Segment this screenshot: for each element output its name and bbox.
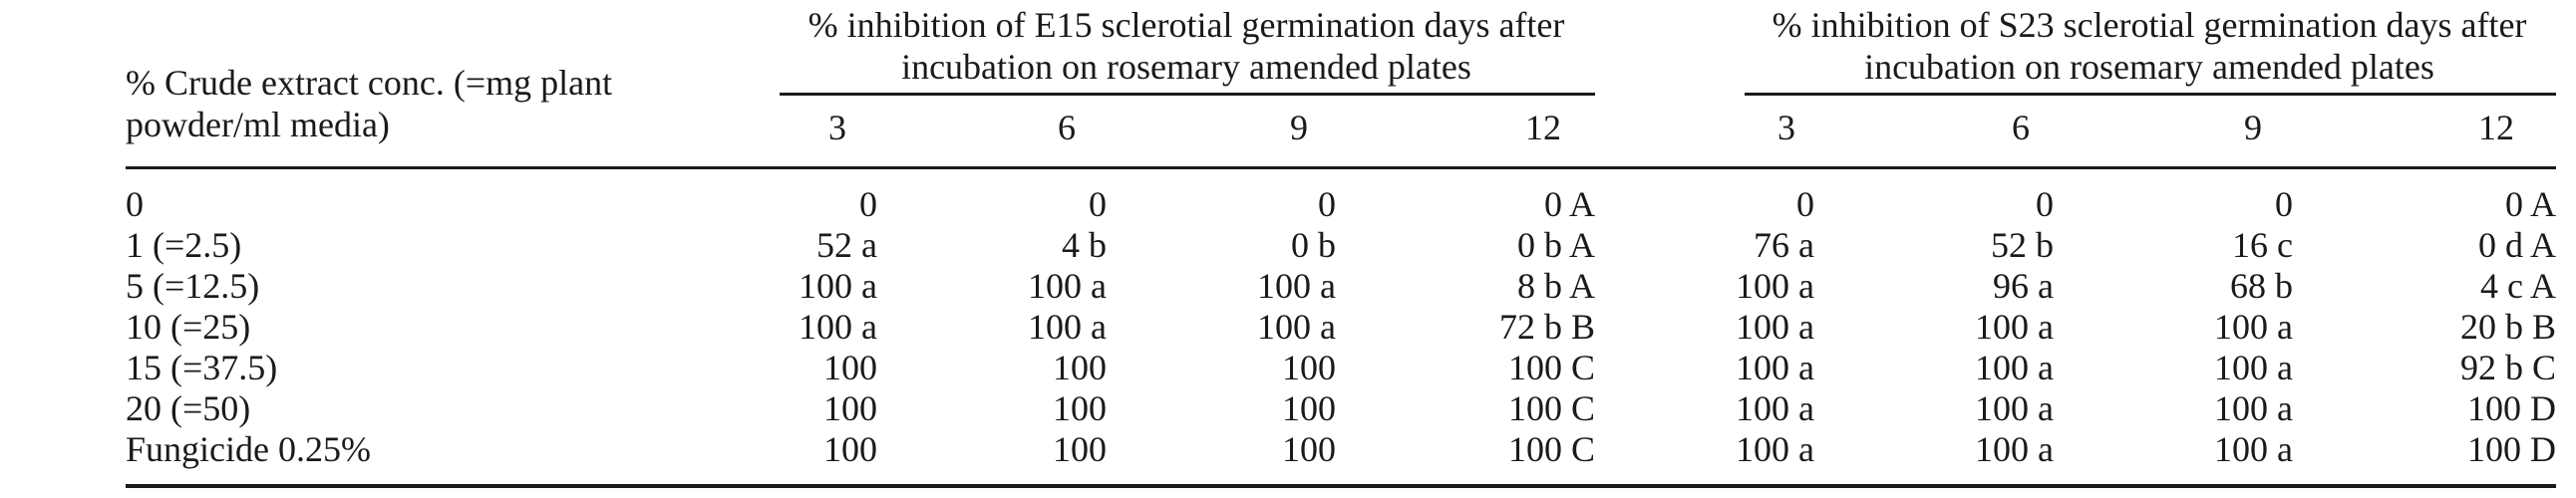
s23-day-header: 12 — [2478, 108, 2514, 147]
header-bottom-rule — [126, 166, 2556, 169]
table-cell: 92 b C — [2459, 348, 2556, 387]
table-cell: 100 a — [1736, 388, 1814, 428]
group-e15-title-line-1: % inhibition of E15 sclerotial germinati… — [807, 5, 1565, 45]
row-label: 10 (=25) — [126, 307, 251, 347]
e15-day-header: 6 — [1058, 108, 1076, 147]
group-e15-title-line-2: incubation on rosemary amended plates — [901, 47, 1471, 87]
table-cell: 68 b — [2230, 266, 2293, 306]
table-cell: 4 b — [1062, 225, 1107, 265]
table-cell: 96 a — [1993, 266, 2054, 306]
table-cell: 20 b B — [2459, 307, 2556, 347]
table-cell: 0 b — [1291, 225, 1336, 265]
table-cell: 100 a — [799, 266, 877, 306]
table-cell: 100 — [823, 388, 877, 428]
table-cell: 100 a — [2214, 429, 2293, 469]
table-cell: 8 b A — [1516, 266, 1595, 306]
table-cell: 100 — [1282, 388, 1336, 428]
table-cell: 72 b B — [1498, 307, 1595, 347]
table-cell: 100 a — [1736, 266, 1814, 306]
table-cell: 0 — [1796, 184, 1814, 224]
table-cell: 100 a — [1736, 348, 1814, 387]
group-s23-rule — [1745, 93, 2556, 96]
table-cell: 100 — [1282, 429, 1336, 469]
group-s23-title-line-2: incubation on rosemary amended plates — [1864, 47, 2434, 87]
table-cell: 100 a — [1975, 429, 2054, 469]
table-cell: 0 — [1089, 184, 1107, 224]
table-bottom-rule — [126, 484, 2556, 488]
table-cell: 100 — [1053, 388, 1107, 428]
row-label: Fungicide 0.25% — [126, 429, 371, 469]
table-cell: 0 — [2036, 184, 2054, 224]
table-cell: 0 — [1318, 184, 1336, 224]
table-cell: 100 — [823, 429, 877, 469]
table-cell: 100 C — [1507, 348, 1595, 387]
group-s23-title-line-1: % inhibition of S23 sclerotial germinati… — [1771, 5, 2527, 45]
table-cell: 100 a — [1975, 388, 2054, 428]
e15-day-header: 3 — [828, 108, 846, 147]
table-cell: 100 a — [1975, 307, 2054, 347]
table-cell: 100 a — [1257, 266, 1336, 306]
table-cell: 4 c A — [2480, 266, 2556, 306]
e15-day-header: 9 — [1290, 108, 1308, 147]
table-cell: 100 a — [1028, 307, 1107, 347]
row-label: 1 (=2.5) — [126, 225, 242, 265]
table-cell: 100 a — [1975, 348, 2054, 387]
table-cell: 52 a — [816, 225, 877, 265]
row-label: 15 (=37.5) — [126, 348, 278, 387]
table-cell: 100 a — [1736, 429, 1814, 469]
s23-day-header: 3 — [1777, 108, 1795, 147]
table-cell: 100 C — [1507, 429, 1595, 469]
s23-day-header: 6 — [2012, 108, 2030, 147]
table-cell: 100 a — [1257, 307, 1336, 347]
table-cell: 0 A — [1543, 184, 1595, 224]
table-cell: 0 d A — [2477, 225, 2556, 265]
group-e15-rule — [780, 93, 1595, 96]
e15-day-header: 12 — [1525, 108, 1561, 147]
table-cell: 100 a — [799, 307, 877, 347]
row-header-label-line-2: powder/ml media) — [126, 105, 390, 144]
table-cell: 100 D — [2467, 429, 2556, 469]
s23-day-header: 9 — [2244, 108, 2262, 147]
table-cell: 76 a — [1754, 225, 1814, 265]
table-cell: 0 A — [2504, 184, 2556, 224]
table-cell: 100 a — [2214, 388, 2293, 428]
table-cell: 16 c — [2232, 225, 2293, 265]
table-cell: 100 a — [1028, 266, 1107, 306]
table-cell: 100 — [1053, 429, 1107, 469]
row-label: 20 (=50) — [126, 388, 251, 428]
table-cell: 100 — [823, 348, 877, 387]
row-label: 5 (=12.5) — [126, 266, 260, 306]
table-cell: 100 — [1282, 348, 1336, 387]
table-cell: 52 b — [1991, 225, 2054, 265]
table-cell: 0 b A — [1516, 225, 1595, 265]
row-label: 0 — [126, 184, 144, 224]
table-cell: 100 a — [1736, 307, 1814, 347]
table-cell: 0 — [859, 184, 877, 224]
table-cell: 100 a — [2214, 348, 2293, 387]
table-cell: 100 D — [2467, 388, 2556, 428]
row-header-label-line-1: % Crude extract conc. (=mg plant — [126, 63, 613, 103]
table-cell: 100 C — [1507, 388, 1595, 428]
table-cell: 100 a — [2214, 307, 2293, 347]
table-cell: 0 — [2275, 184, 2293, 224]
table-cell: 100 — [1053, 348, 1107, 387]
